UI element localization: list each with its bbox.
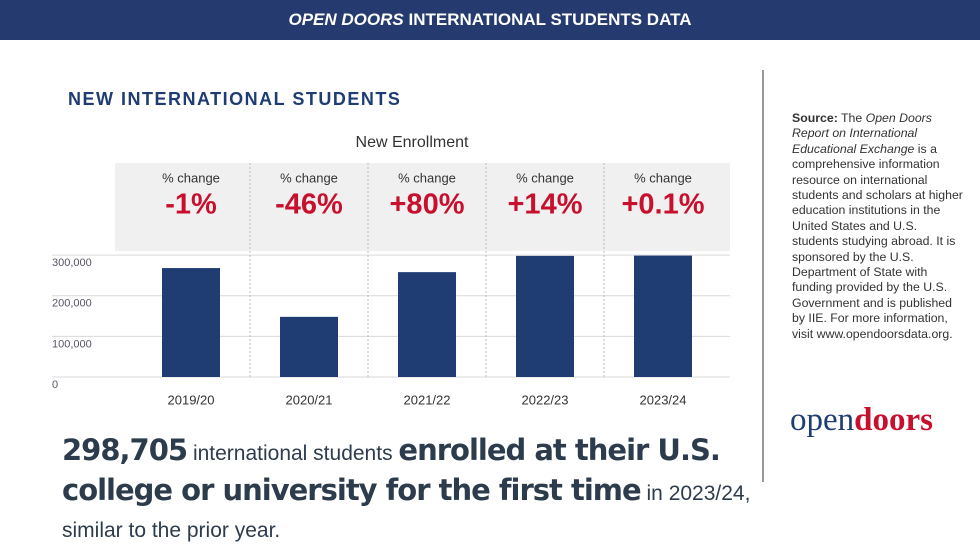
source: Source: The Open Doors Report on Interna… — [792, 111, 964, 342]
y-tick-label: 0 — [52, 379, 58, 391]
headline-text: enrolled at their U.S. college or univer… — [62, 433, 721, 507]
source-label: Source: — [792, 111, 838, 125]
x-tick-label: 2022/23 — [522, 392, 569, 407]
bar — [162, 268, 220, 377]
headline-text: international students — [192, 442, 393, 465]
source-text: is a comprehensive information resource … — [792, 141, 963, 341]
change-label: % change — [398, 170, 456, 185]
y-tick-label: 200,000 — [52, 298, 92, 310]
x-tick-label: 2020/21 — [286, 392, 333, 407]
source-title: Open Doors Report on International Educa… — [792, 111, 932, 156]
bar — [516, 255, 574, 377]
change-panel — [115, 163, 730, 251]
change-value: +0.1% — [621, 189, 704, 221]
headline-number: 298,705 — [62, 433, 188, 467]
change-value: +14% — [508, 189, 583, 221]
header-emphasis: OPEN DOORS — [289, 10, 405, 29]
header-title: OPEN DOORS INTERNATIONAL STUDENTS DATA — [289, 10, 692, 29]
header-rest: INTERNATIONAL STUDENTS DATA — [408, 10, 691, 29]
x-tick-label: 2023/24 — [640, 392, 687, 407]
header-bar — [0, 0, 980, 40]
x-tick-label: 2019/20 — [168, 392, 215, 407]
change-label: % change — [162, 170, 220, 185]
change-label: % change — [634, 170, 692, 185]
bar — [634, 255, 692, 377]
logo-part: doors — [854, 402, 933, 438]
change-value: -46% — [275, 189, 343, 221]
y-tick-label: 300,000 — [52, 257, 92, 269]
change-value: +80% — [390, 189, 465, 221]
logo-part: open — [790, 402, 855, 438]
bar — [280, 316, 338, 377]
logo: opendoors — [790, 402, 933, 439]
source-text: The — [841, 111, 863, 125]
change-label: % change — [516, 170, 574, 185]
change-label: % change — [280, 170, 338, 185]
bar — [398, 272, 456, 377]
y-tick-label: 100,000 — [52, 338, 92, 350]
chart-title: New Enrollment — [356, 134, 469, 151]
change-value: -1% — [165, 189, 217, 221]
headline: 298,705 international students enrolled … — [62, 432, 752, 549]
x-tick-label: 2021/22 — [404, 392, 451, 407]
headline-text: in 2023/24, similar to the prior year. — [62, 482, 751, 542]
section-title: NEW INTERNATIONAL STUDENTS — [68, 89, 401, 109]
